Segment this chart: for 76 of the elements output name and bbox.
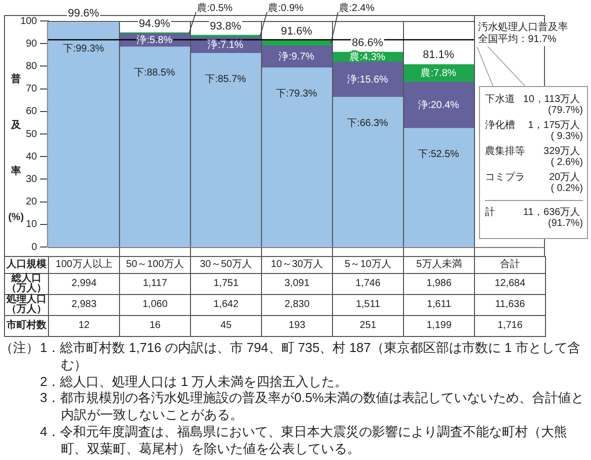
data-label: 下:79.3%: [276, 88, 318, 100]
ref-line-label: 汚水処理人口普及率全国平均：91.7%: [478, 22, 571, 46]
data-label: 農:0.9%: [268, 2, 304, 14]
data-label: 浄:20.4%: [418, 99, 460, 112]
data-label: 農:2.4%: [339, 2, 375, 14]
text: 1．総市町村数 1,716 の内訳は、市 794、町 735、村 187（東京都区部は市数に 1 市として含む）: [40, 340, 582, 374]
data-label: 浄:9.7%: [278, 50, 314, 63]
text: 1,199: [426, 320, 452, 331]
y-tick-label: 40: [26, 151, 38, 162]
text: 4．令和元年度調査は、福島県において、東日本大震災の影響により調査不能な町村（大熊町、双葉町、葛尾村）を除いた値を公表している。: [40, 424, 568, 458]
y-tick-label: 100: [20, 16, 38, 27]
annotation: 94.9%: [138, 18, 170, 30]
text: 12,684: [494, 278, 526, 289]
x-tick-label: 50～100万人: [126, 259, 184, 270]
data-label: 浄:15.6%: [346, 73, 388, 86]
annotation: 下水道 10，113万人 (79.7%): [485, 94, 583, 116]
text: 2．総人口、処理人口は 1 万人未満を四捨五入した。: [40, 374, 349, 390]
x-tick-label: 5万人未満: [416, 259, 462, 270]
data-label: 農:7.8%: [420, 67, 456, 80]
x-tick-label: 100万人以上: [56, 259, 112, 270]
y-tick-label: 0: [31, 242, 38, 253]
x-tick-label: 10～30万人: [270, 259, 324, 270]
annotation: 86.6%: [352, 36, 384, 49]
data-label: 農:4.3%: [350, 50, 386, 63]
text: 浄化槽 1，175万人 ( 9.3%): [485, 120, 583, 142]
y-tick-label: 80: [26, 60, 38, 72]
text: 1,986: [426, 278, 452, 289]
data-label: 下:99.3%: [62, 43, 104, 54]
y-tick-label: 70: [26, 84, 38, 95]
annotation: 93.8%: [210, 20, 242, 33]
x-tick-label: 30～50万人: [200, 259, 252, 270]
data-label: 下:85.7%: [204, 74, 246, 86]
annotation: 99.6%: [68, 7, 100, 20]
x-tick-label: 5～10万人: [344, 259, 392, 270]
text: 処理人口（万人）: [5, 294, 48, 315]
text: 1,611: [426, 299, 452, 310]
y-tick-label: 50: [26, 128, 38, 140]
text: 普及率(%): [8, 74, 24, 223]
text: 251: [360, 320, 376, 331]
y-tick-label: 10: [26, 219, 38, 230]
text: 16: [149, 320, 161, 331]
data-label: 農:0.5%: [197, 2, 233, 14]
y-tick-label: 90: [26, 38, 38, 50]
text: 193: [288, 320, 306, 331]
x-axis-title: 人口規模: [6, 259, 46, 270]
data-label: 下:66.3%: [346, 118, 388, 129]
text: 農集排等 329万人 ( 2.6%): [485, 146, 583, 168]
text: 3,091: [284, 278, 310, 289]
data-label: 浄:7.1%: [208, 39, 244, 52]
text: 1,060: [142, 299, 168, 310]
y-tick-label: 60: [26, 106, 38, 118]
text: 1,716: [497, 320, 523, 331]
y-tick-label: 30: [26, 174, 38, 185]
text: 1,751: [213, 278, 239, 289]
text: 計 11，636万人 (91.7%): [485, 207, 583, 229]
annotation: 91.6%: [280, 26, 312, 38]
text: 1,117: [142, 278, 168, 289]
text: 12: [78, 320, 90, 331]
text: 45: [220, 320, 232, 331]
text: 1,642: [213, 299, 239, 310]
annotation: 81.1%: [422, 49, 454, 62]
text: 1,746: [355, 278, 381, 289]
y-tick-label: 20: [26, 196, 38, 208]
data-label: 下:52.5%: [418, 149, 460, 160]
text: （注）: [0, 340, 40, 357]
text: 市町村数: [6, 320, 46, 331]
text: 2,994: [71, 278, 97, 289]
text: 総人口（万人）: [5, 273, 48, 294]
text: 2,830: [284, 299, 310, 310]
text: 3．都市規模別の各汚水処理施設の普及率が0.5%未満の数値は表記していないため、合計値と内訳が一致しないことがある。: [40, 390, 585, 424]
data-label: 下:88.5%: [134, 68, 176, 79]
text: 1,511: [356, 299, 380, 310]
text: コミプラ 20万人 ( 0.2%): [485, 172, 583, 194]
text: 2,983: [71, 299, 97, 310]
x-tick-label: 合計: [500, 259, 520, 270]
text: 11,636: [495, 299, 525, 310]
